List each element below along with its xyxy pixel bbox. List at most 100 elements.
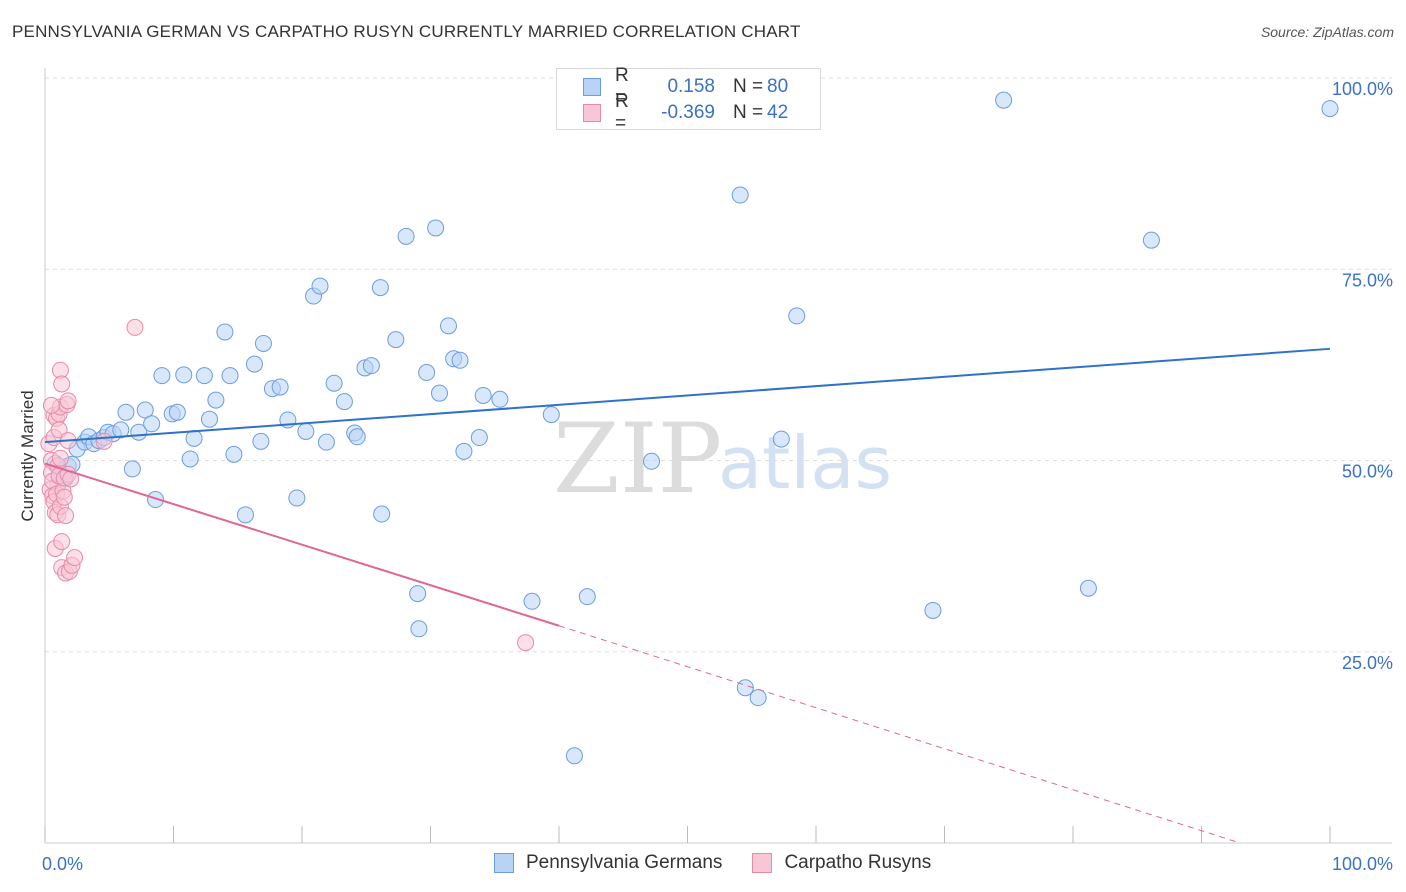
pennsylvania-germans-point (153, 367, 171, 385)
n-value: 80 (767, 76, 789, 97)
series-carpatho-rusyns (40, 318, 535, 652)
pennsylvania-germans-point (1321, 100, 1339, 118)
pennsylvania-germans-point (317, 433, 335, 451)
legend-item-pennsylvania-germans[interactable]: Pennsylvania Germans (494, 852, 722, 874)
stats-legend: R = 0.158 N = 80 R = -0.369 N = 42 (556, 65, 821, 134)
r-label: R = (615, 91, 629, 134)
chart-title: PENNSYLVANIA GERMAN VS CARPATHO RUSYN CU… (12, 22, 801, 41)
n-value: 42 (767, 102, 789, 123)
carpatho-rusyns-point (59, 392, 77, 410)
pennsylvania-germans-point (749, 689, 767, 707)
legend-item-carpatho-rusyns[interactable]: Carpatho Rusyns (752, 852, 931, 874)
trend-line-carpatho-rusyns-extension (558, 625, 1241, 844)
carpatho-rusyns-point (126, 318, 144, 336)
pennsylvania-germans-point (542, 406, 560, 424)
pennsylvania-germans-point (772, 430, 790, 448)
pennsylvania-germans-point (373, 505, 391, 523)
carpatho-rusyns-point (51, 449, 69, 467)
pennsylvania-germans-point (143, 415, 161, 433)
pennsylvania-germans-point (387, 331, 405, 349)
carpatho-rusyns-point (53, 533, 71, 551)
x-tick-label: 100.0% (1332, 854, 1393, 874)
pennsylvania-germans-point (470, 429, 488, 447)
pennsylvania-germans-point (491, 390, 509, 408)
legend-swatch-pink (583, 104, 601, 122)
trend-lines (44, 347, 1331, 844)
x-tick-label: 0.0% (42, 854, 83, 874)
r-label: R = (615, 65, 629, 108)
carpatho-rusyns-point (57, 507, 75, 525)
pennsylvania-germans-point (288, 489, 306, 507)
gridlines (45, 77, 1392, 653)
pennsylvania-germans-point (147, 491, 165, 509)
pennsylvania-germans-point (200, 410, 218, 428)
pennsylvania-germans-point (236, 506, 254, 524)
trend-line-pennsylvania-germans (44, 347, 1331, 444)
pennsylvania-germans-point (325, 374, 343, 392)
carpatho-rusyns-point (95, 432, 113, 450)
legend-row-pennsylvania-germans: R = 0.158 N = 80 (583, 65, 789, 108)
pennsylvania-germans-point (216, 323, 234, 341)
r-value: -0.369 (661, 102, 715, 123)
pennsylvania-germans-point (254, 334, 272, 352)
pennsylvania-germans-point (1079, 579, 1097, 597)
pennsylvania-germans-point (397, 227, 415, 245)
pennsylvania-germans-point (207, 391, 225, 409)
pennsylvania-germans-point (221, 367, 239, 385)
pennsylvania-germans-point (112, 421, 130, 439)
r-value: 0.158 (667, 76, 715, 97)
pennsylvania-germans-point (409, 585, 427, 603)
pennsylvania-germans-point (418, 364, 436, 382)
legend-label: Pennsylvania Germans (526, 852, 723, 873)
pennsylvania-germans-point (995, 91, 1013, 109)
pennsylvania-germans-point (181, 450, 199, 468)
pennsylvania-germans-point (136, 401, 154, 419)
pennsylvania-germans-point (439, 317, 457, 335)
pennsylvania-germans-point (523, 592, 541, 610)
pennsylvania-germans-point (362, 357, 380, 375)
pennsylvania-germans-point (297, 422, 315, 440)
y-tick-label: 75.0% (1342, 270, 1393, 290)
y-tick-label: 50.0% (1342, 462, 1393, 482)
pennsylvania-germans-point (175, 366, 193, 384)
carpatho-rusyns-point (42, 396, 60, 414)
pennsylvania-germans-point (788, 307, 806, 325)
pennsylvania-germans-point (245, 355, 263, 373)
watermark: ZIP atlas (553, 403, 892, 515)
legend-label: Carpatho Rusyns (784, 852, 932, 873)
trend-line-carpatho-rusyns (44, 462, 560, 627)
series-legend: Pennsylvania Germans Carpatho Rusyns (494, 852, 961, 874)
watermark-atlas: atlas (718, 421, 892, 505)
y-tick-label: 25.0% (1342, 653, 1393, 673)
pennsylvania-germans-point (335, 393, 353, 411)
pennsylvania-germans-point (117, 403, 135, 421)
pennsylvania-germans-point (252, 432, 270, 450)
pennsylvania-germans-point (924, 601, 942, 619)
n-label: N = (733, 76, 764, 97)
legend-swatch-pink (752, 853, 773, 873)
n-label: N = (733, 102, 764, 123)
pennsylvania-germans-point (731, 186, 749, 204)
pennsylvania-germans-point (271, 378, 289, 396)
pennsylvania-germans-point (225, 445, 243, 463)
source-credit: Source: ZipAtlas.com (1260, 24, 1394, 40)
y-axis-title: Currently Married (18, 390, 37, 521)
pennsylvania-germans-point (410, 620, 428, 638)
pennsylvania-germans-point (123, 460, 141, 478)
pennsylvania-germans-point (195, 367, 213, 385)
watermark-zip: ZIP (553, 403, 722, 515)
pennsylvania-germans-point (578, 588, 596, 606)
pennsylvania-germans-point (371, 279, 389, 297)
tick-labels: 25.0% 50.0% 75.0% 100.0% 0.0% 100.0% (42, 79, 1393, 874)
pennsylvania-germans-point (348, 428, 366, 446)
pennsylvania-germans-point (430, 384, 448, 402)
pennsylvania-germans-point (1142, 231, 1160, 249)
pennsylvania-germans-point (451, 351, 469, 369)
carpatho-rusyns-point (55, 488, 73, 506)
pennsylvania-germans-point (168, 403, 186, 421)
legend-swatch-blue (583, 78, 601, 96)
legend-row-carpatho-rusyns: R = -0.369 N = 42 (583, 91, 789, 134)
pennsylvania-germans-point (565, 747, 583, 765)
legend-swatch-blue (494, 853, 514, 873)
